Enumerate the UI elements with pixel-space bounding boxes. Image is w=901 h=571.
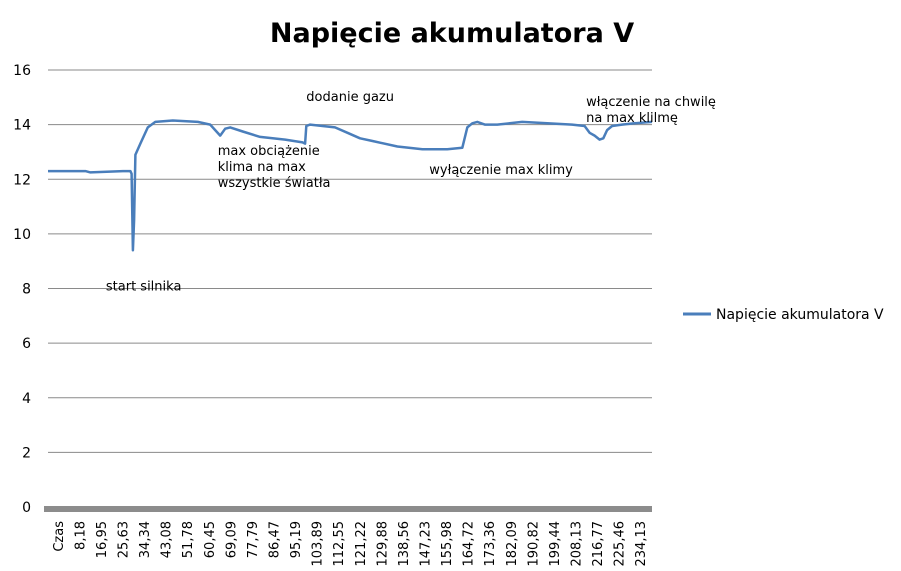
x-tick-label: 60,45 [203,521,218,558]
series-layer [48,119,653,252]
y-tick-label: 16 [13,63,31,79]
annotation-start: start silnika [106,279,182,294]
x-tick-label: 95,19 [289,521,304,558]
y-tick-label: 2 [22,445,31,461]
annotation-maxload: max obciążenie [218,144,320,159]
x-tick-label: 173,36 [483,521,498,567]
x-tick-label: 51,78 [181,521,196,558]
x-tick-label: 69,09 [224,521,239,558]
chart-title: Napięcie akumulatora V [270,18,634,49]
x-tick-label: 208,13 [570,521,585,567]
x-tick-label: 216,77 [591,521,606,567]
x-tick-label: 234,13 [634,521,649,567]
x-tick-label: 147,23 [419,521,434,567]
series-line-0 [48,119,653,252]
x-tick-label: 121,22 [354,521,369,567]
annotation-maxload: wszystkie światła [218,176,331,191]
x-tick-label: 25,63 [117,521,132,558]
x-tick-label: 112,55 [332,521,347,567]
y-tick-label: 8 [22,282,31,298]
x-tick-label: 43,08 [160,521,175,558]
x-tick-label: 182,09 [505,521,520,567]
y-tick-label: 0 [22,500,31,516]
y-tick-label: 10 [13,227,31,243]
x-tick-label: 77,79 [246,521,261,558]
x-tick-label: 129,88 [375,521,390,567]
annotation-gas: dodanie gazu [306,90,394,105]
x-tick-label: 225,46 [613,521,628,567]
x-tick-label: 34,34 [138,521,153,558]
y-tick-label: 12 [13,172,31,188]
annotation-acon: włączenie na chwilę [586,95,716,110]
x-tick-label: 138,56 [397,521,412,567]
legend-entry: Napięcie akumulatora V [716,307,884,323]
x-tick-label: 155,98 [440,521,455,567]
x-tick-label: 103,89 [311,521,326,567]
x-tick-label: Czas [52,521,67,552]
legend: Napięcie akumulatora V [683,307,884,323]
annotation-acon: na max klilmę [586,111,678,126]
x-tick-label: 16,95 [95,521,110,558]
y-tick-label: 4 [22,391,31,407]
annotation-acoff: wyłączenie max klimy [429,163,573,178]
y-tick-label: 14 [13,118,31,134]
x-tick-label: 8,18 [73,521,88,550]
y-tick-label: 6 [22,336,31,352]
x-tick-label: 164,72 [462,521,477,567]
x-axis-ticks: Czas 8,18 16,95 25,63 34,34 43,08 51,78 60,45 69… [52,521,649,567]
x-tick-label: 199,44 [548,521,563,567]
y-axis-ticks: 0 2 4 6 8 10 12 14 16 [13,63,31,516]
x-tick-label: 86,47 [268,521,283,558]
grid-lines [48,69,652,453]
x-tick-label: 190,82 [526,521,541,567]
annotation-maxload: klima na max [218,160,306,175]
